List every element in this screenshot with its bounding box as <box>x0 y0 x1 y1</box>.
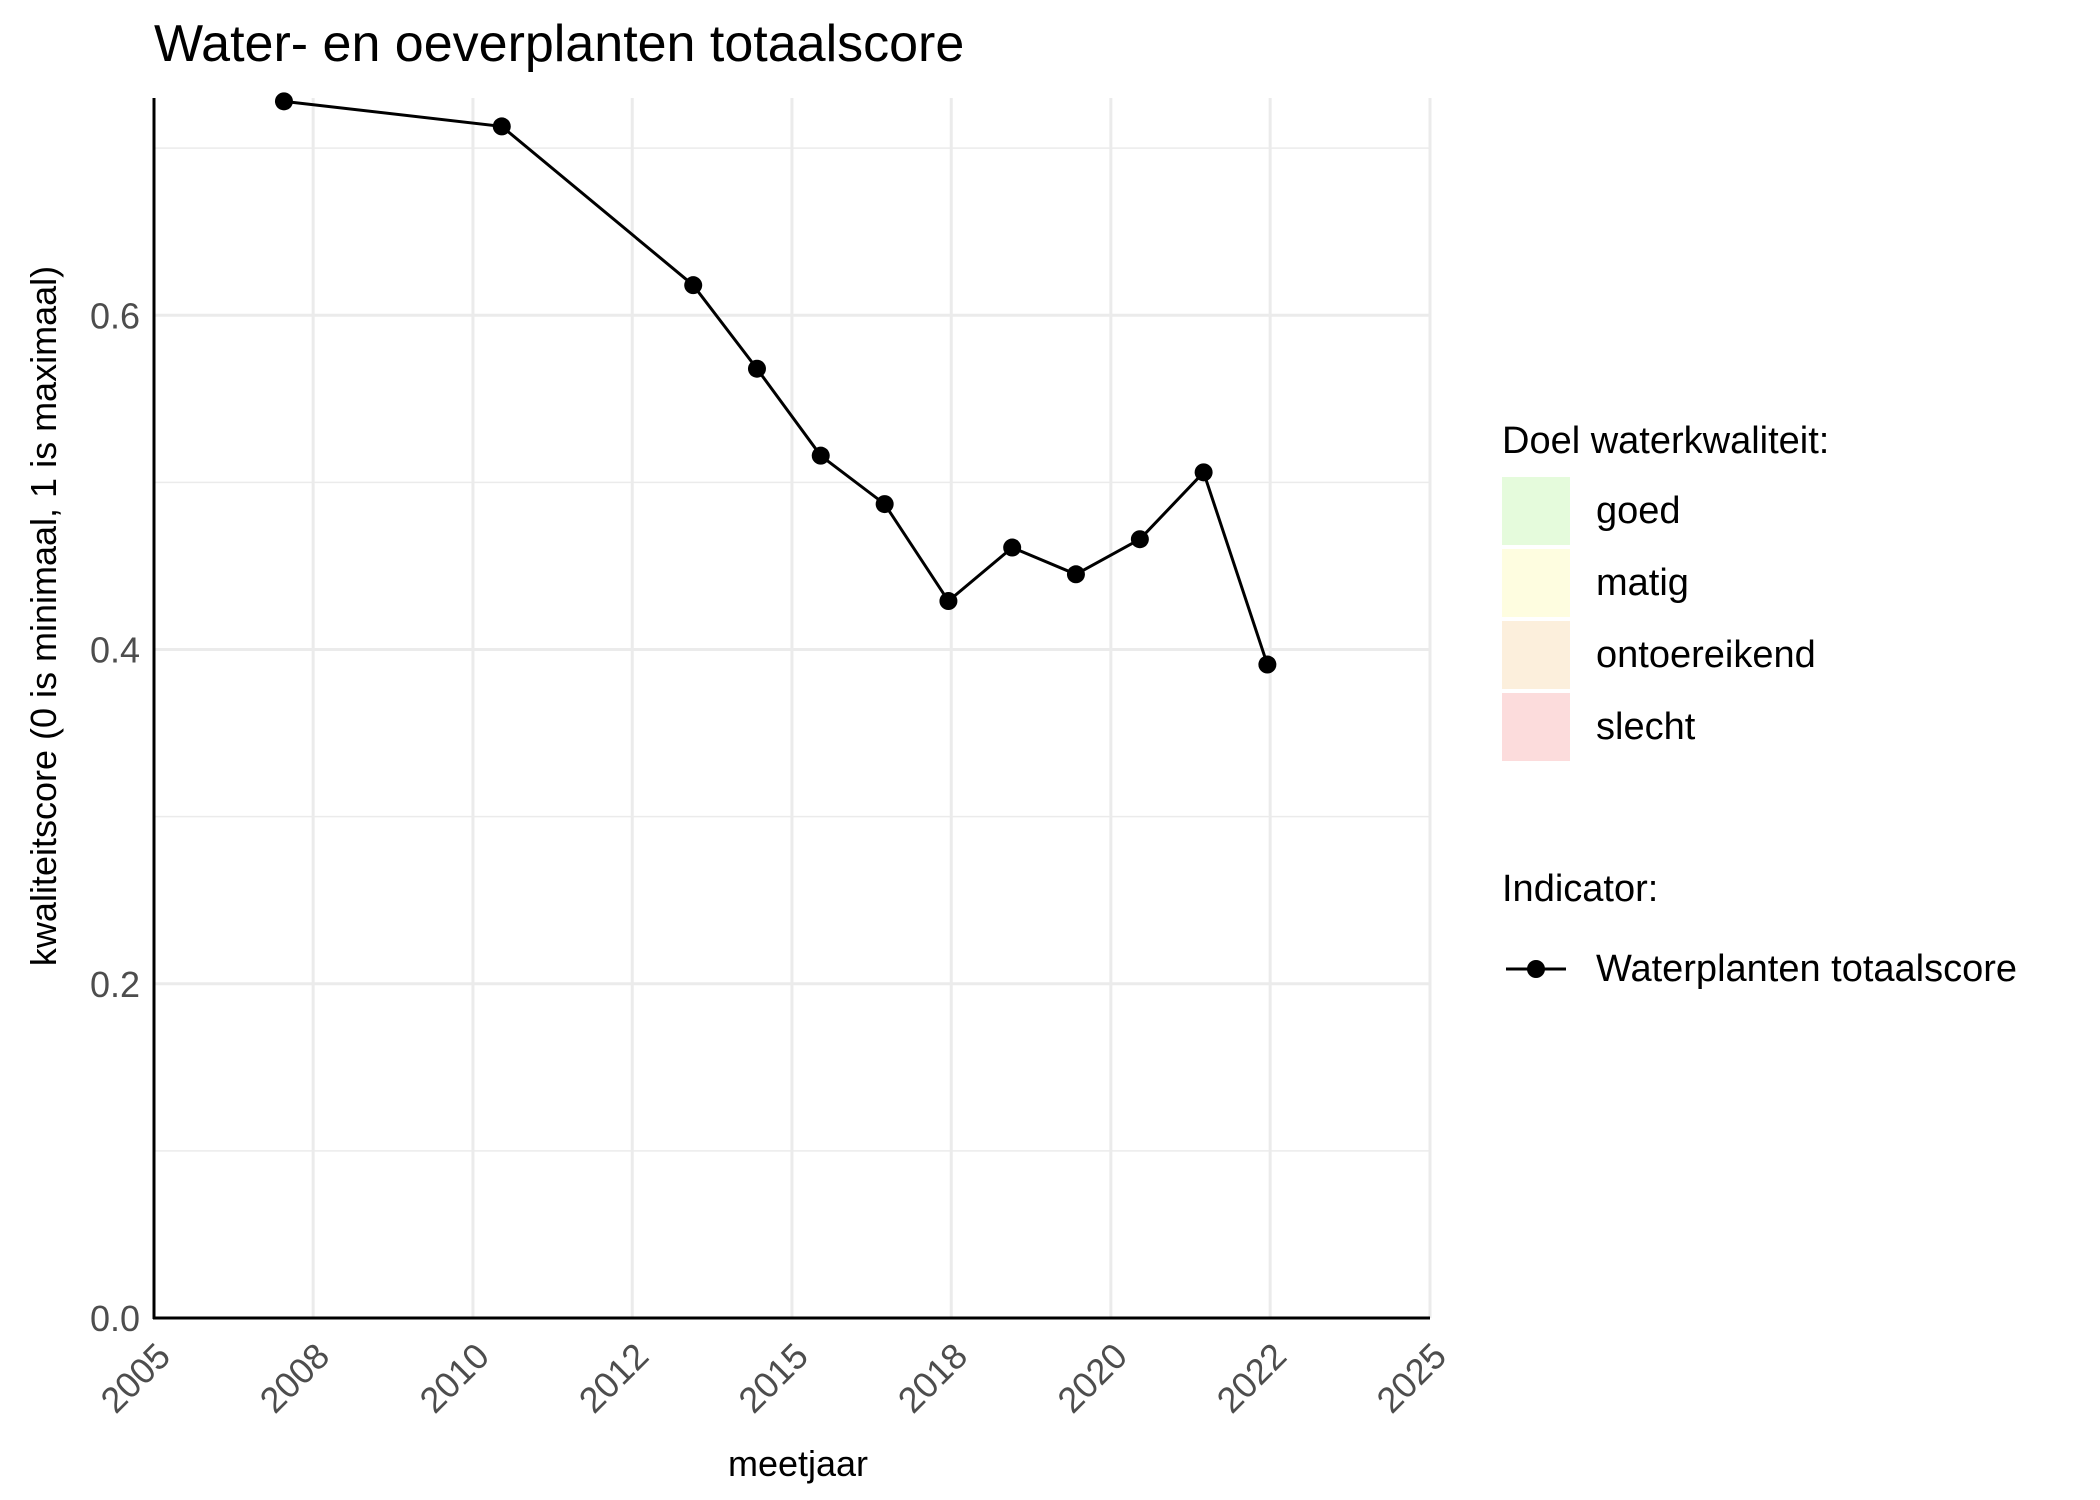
chart-title: Water- en oeverplanten totaalscore <box>154 15 965 73</box>
x-tick-label: 2010 <box>411 1335 497 1421</box>
x-tick-label: 2022 <box>1209 1335 1295 1421</box>
x-axis-title: meetjaar <box>728 1443 868 1484</box>
x-tick-label: 2025 <box>1368 1335 1454 1421</box>
data-point <box>274 92 293 111</box>
legend-item-goed: goed <box>1502 475 1829 547</box>
axes <box>152 98 1430 1320</box>
legend-line-marker <box>1506 960 1566 978</box>
indicator-legend-title: Indicator: <box>1502 868 1659 910</box>
x-tick-label: 2008 <box>252 1335 338 1421</box>
indicator-legend: Indicator: Waterplanten totaalscore <box>1502 868 2017 1005</box>
y-tick-label: 0.2 <box>90 964 140 1005</box>
legend-label: Waterplanten totaalscore <box>1596 947 2018 990</box>
legend-label: goed <box>1596 489 1681 532</box>
x-tick-label: 2020 <box>1049 1335 1135 1421</box>
x-tick-label: 2018 <box>890 1335 976 1421</box>
tick-labels: 0.0 0.2 0.4 0.6 2005 2008 2010 2012 2015 2018 2020… <box>90 295 1454 1420</box>
legend-swatch <box>1502 693 1570 761</box>
y-axis-title: kwaliteitscore (0 is minimaal, 1 is maxi… <box>23 266 64 966</box>
legend-item-ontoereikend: ontoereikend <box>1502 619 1829 691</box>
x-tick-label: 2005 <box>92 1335 178 1421</box>
quality-legend: Doel waterkwaliteit: goed matig ontoereike… <box>1502 420 1829 763</box>
legend-swatch <box>1502 621 1570 689</box>
data-point <box>811 446 830 465</box>
data-point <box>747 359 766 378</box>
data-point <box>1003 538 1022 557</box>
legend-item-slecht: slecht <box>1502 691 1829 763</box>
series-line <box>283 99 1269 666</box>
legend-label: ontoereikend <box>1596 633 1816 676</box>
legend-item-matig: matig <box>1502 547 1829 619</box>
legend-swatch <box>1502 477 1570 545</box>
y-tick-label: 0.0 <box>90 1298 140 1339</box>
data-point <box>875 495 894 514</box>
x-tick-label: 2015 <box>730 1335 816 1421</box>
series-layer <box>274 92 1277 674</box>
y-tick-label: 0.4 <box>90 630 140 671</box>
data-point <box>939 592 958 611</box>
data-point <box>684 276 703 295</box>
data-point <box>1258 655 1277 674</box>
data-point <box>492 117 511 136</box>
legend-item-indicator: Waterplanten totaalscore <box>1502 933 2017 1005</box>
legend-label: slecht <box>1596 705 1696 748</box>
y-tick-label: 0.6 <box>90 295 140 336</box>
data-point <box>1194 463 1213 482</box>
quality-legend-title: Doel waterkwaliteit: <box>1502 420 1830 462</box>
x-tick-label: 2012 <box>571 1335 657 1421</box>
legend-swatch <box>1502 549 1570 617</box>
data-point <box>1130 530 1149 549</box>
grid-lines <box>152 98 1432 1320</box>
legend-label: matig <box>1596 561 1689 604</box>
data-point <box>1066 565 1085 584</box>
